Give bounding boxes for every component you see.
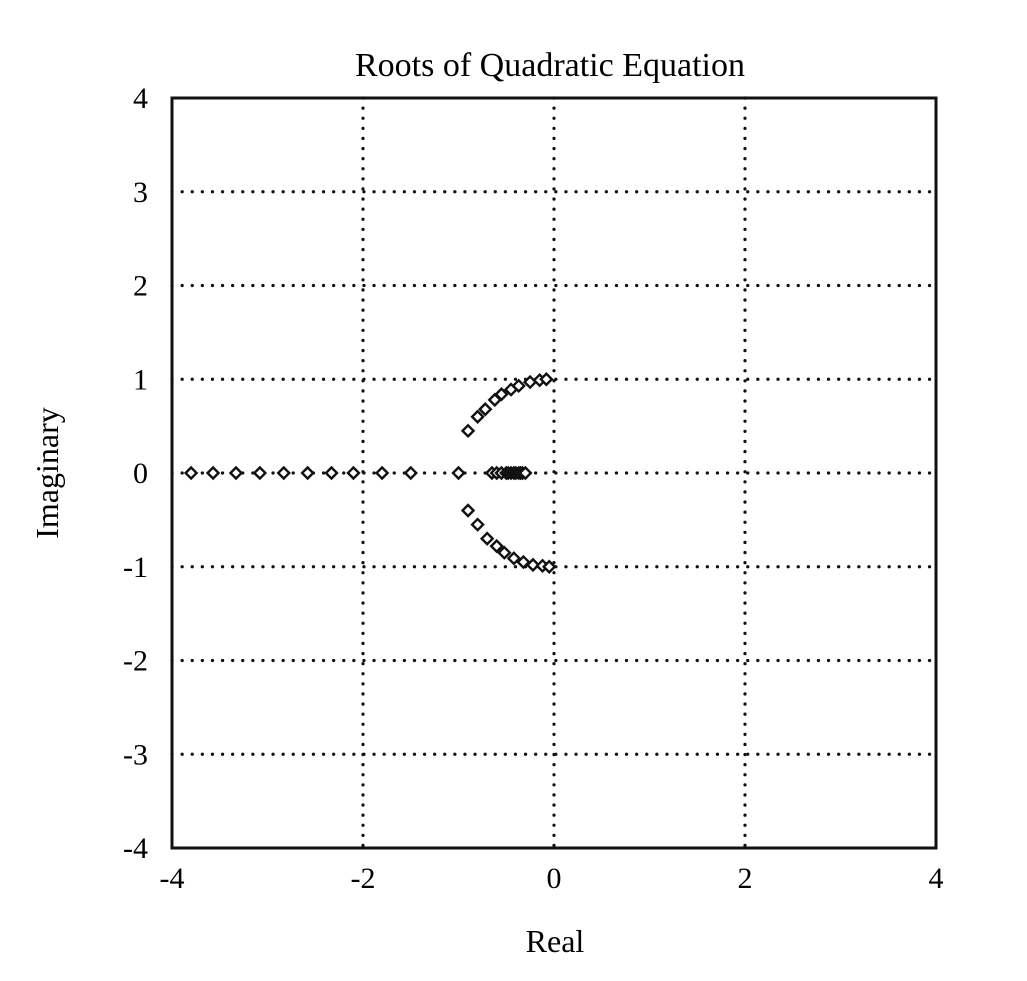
data-point <box>228 465 244 481</box>
chart-title: Roots of Quadratic Equation <box>355 47 745 84</box>
y-tick-label: 1 <box>133 363 148 396</box>
data-point <box>470 517 485 532</box>
data-points <box>183 372 557 574</box>
data-point <box>539 372 554 387</box>
y-axis-label: Imaginary <box>29 407 65 539</box>
data-point <box>497 545 512 560</box>
data-point <box>276 465 291 481</box>
data-point <box>479 531 495 546</box>
y-tick-label: 3 <box>133 176 148 209</box>
x-tick-label: 4 <box>929 862 944 895</box>
data-point <box>506 551 522 566</box>
x-tick-label: 2 <box>738 862 753 895</box>
x-tick-label: 0 <box>547 862 562 895</box>
tick-labels: -4 -2 0 2 4 -4 -3 -2 -1 0 1 2 3 4 <box>123 82 944 895</box>
y-tick-label: 0 <box>133 457 148 490</box>
data-point <box>516 554 531 570</box>
data-point <box>494 387 509 402</box>
data-point <box>374 465 390 481</box>
data-point <box>470 409 485 424</box>
data-point <box>478 402 493 417</box>
x-tick-label: -4 <box>160 862 185 895</box>
data-point <box>460 423 476 439</box>
data-point <box>542 559 557 574</box>
data-point <box>511 378 526 394</box>
data-point <box>324 465 339 481</box>
plot-frame <box>170 96 938 850</box>
data-point <box>183 465 199 481</box>
data-point <box>252 465 268 481</box>
grid-lines <box>170 96 938 850</box>
data-point <box>518 465 533 481</box>
data-point <box>403 465 418 481</box>
data-point <box>460 503 476 518</box>
x-tick-label: -2 <box>351 862 376 895</box>
y-tick-label: -3 <box>123 738 148 771</box>
data-point <box>346 465 361 481</box>
data-point <box>525 557 541 573</box>
data-point <box>300 465 315 481</box>
y-tick-label: 4 <box>133 82 148 115</box>
y-tick-label: -1 <box>123 551 148 584</box>
data-point <box>451 465 466 481</box>
data-point <box>489 538 504 554</box>
y-tick-label: -4 <box>123 832 148 865</box>
y-tick-label: -2 <box>123 645 148 678</box>
x-axis-label: Real <box>526 923 585 959</box>
data-point <box>205 465 221 481</box>
y-tick-label: 2 <box>133 270 148 303</box>
